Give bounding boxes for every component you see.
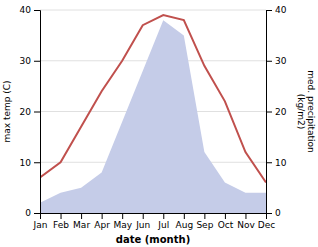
y-axis: 0 10 20 30 40 <box>20 5 41 218</box>
tick-label: 30 <box>275 56 287 66</box>
tick-mark <box>225 213 226 219</box>
tick-label: Mar <box>73 220 90 230</box>
axis-line <box>41 214 267 220</box>
tick-mark <box>204 213 205 219</box>
tick-mark <box>122 213 123 219</box>
x-axis: Jan Feb Mar AprMayJun Jul AugSep OctNovDec <box>33 213 276 230</box>
tick-label: 10 <box>20 158 32 168</box>
tick-mark <box>34 10 40 11</box>
tick-label: 40 <box>20 5 32 15</box>
tick-mark <box>143 213 144 219</box>
tick-mark <box>266 10 272 11</box>
tick: 20 <box>266 107 287 117</box>
tick-label: 40 <box>275 5 287 15</box>
tick-label: Apr <box>94 220 110 230</box>
tick: 30 <box>20 56 40 66</box>
x-axis-title: date (month) <box>116 234 190 245</box>
tick: 20 <box>20 107 40 117</box>
grid <box>40 10 266 213</box>
tick-mark <box>266 162 272 163</box>
tick-label: Oct <box>218 220 234 230</box>
chart: JanFebMarAprMayJunJulAugSepOctNovDec0102… <box>0 0 318 247</box>
y2-axis-title: med. precipitation(kg/m2) <box>296 70 316 152</box>
y-axis-title: max temp (C) <box>2 80 12 142</box>
tick: 10 <box>20 158 40 168</box>
tick: 40 <box>20 5 40 15</box>
tick: Oct <box>218 213 234 230</box>
tick-mark <box>245 213 246 219</box>
tick: 0 <box>266 208 281 218</box>
tick-mark <box>34 162 40 163</box>
tick: Mar <box>73 213 90 230</box>
tick: Jan <box>33 213 48 230</box>
marks <box>40 15 266 213</box>
tick-label: Jan <box>33 220 48 230</box>
tick-label: Sep <box>196 220 213 230</box>
tick-mark <box>163 213 164 219</box>
tick: Jul <box>157 213 169 230</box>
tick-mark <box>102 213 103 219</box>
tick-label: Nov <box>237 220 255 230</box>
tick-mark <box>81 213 82 219</box>
axis-line <box>267 11 273 214</box>
tick-label: 0 <box>25 208 31 218</box>
tick-label: May <box>113 220 132 230</box>
plot: JanFebMarAprMayJunJulAugSepOctNovDec0102… <box>2 5 316 245</box>
y2-axis: 0 10 20 30 40 <box>266 5 287 218</box>
line <box>40 15 266 182</box>
tick: Apr <box>94 213 110 230</box>
tick-mark <box>61 213 62 219</box>
tick-label: 30 <box>20 56 32 66</box>
tick: Sep <box>196 213 213 230</box>
tick-label: Dec <box>258 220 275 230</box>
y2-axis-title-line: (kg/m2) <box>296 94 306 129</box>
tick: Aug <box>176 213 194 230</box>
tick: 10 <box>266 158 287 168</box>
tick-label: Feb <box>53 220 69 230</box>
tick-label: 0 <box>275 208 281 218</box>
tick-mark <box>34 61 40 62</box>
tick: Nov <box>237 213 255 230</box>
tick: Jun <box>135 213 150 230</box>
tick-mark <box>184 213 185 219</box>
tick-mark <box>34 213 40 214</box>
tick: 40 <box>266 5 287 15</box>
tick-mark <box>34 112 40 113</box>
tick: May <box>113 213 132 230</box>
tick-mark <box>266 112 272 113</box>
tick-label: Jul <box>157 220 169 230</box>
grid-line <box>40 10 266 11</box>
tick-mark <box>266 61 272 62</box>
tick-label: 20 <box>20 107 32 117</box>
tick: 0 <box>25 208 40 218</box>
tick-label: Aug <box>176 220 194 230</box>
tick: Feb <box>53 213 69 230</box>
tick: Dec <box>258 213 275 230</box>
y2-axis-title-line: med. precipitation <box>306 70 316 152</box>
tick-label: 10 <box>275 158 287 168</box>
tick-label: 20 <box>275 107 287 117</box>
tick-label: Jun <box>135 220 150 230</box>
tick: 30 <box>266 56 287 66</box>
axis-line <box>34 11 41 214</box>
tick-mark <box>266 213 272 214</box>
